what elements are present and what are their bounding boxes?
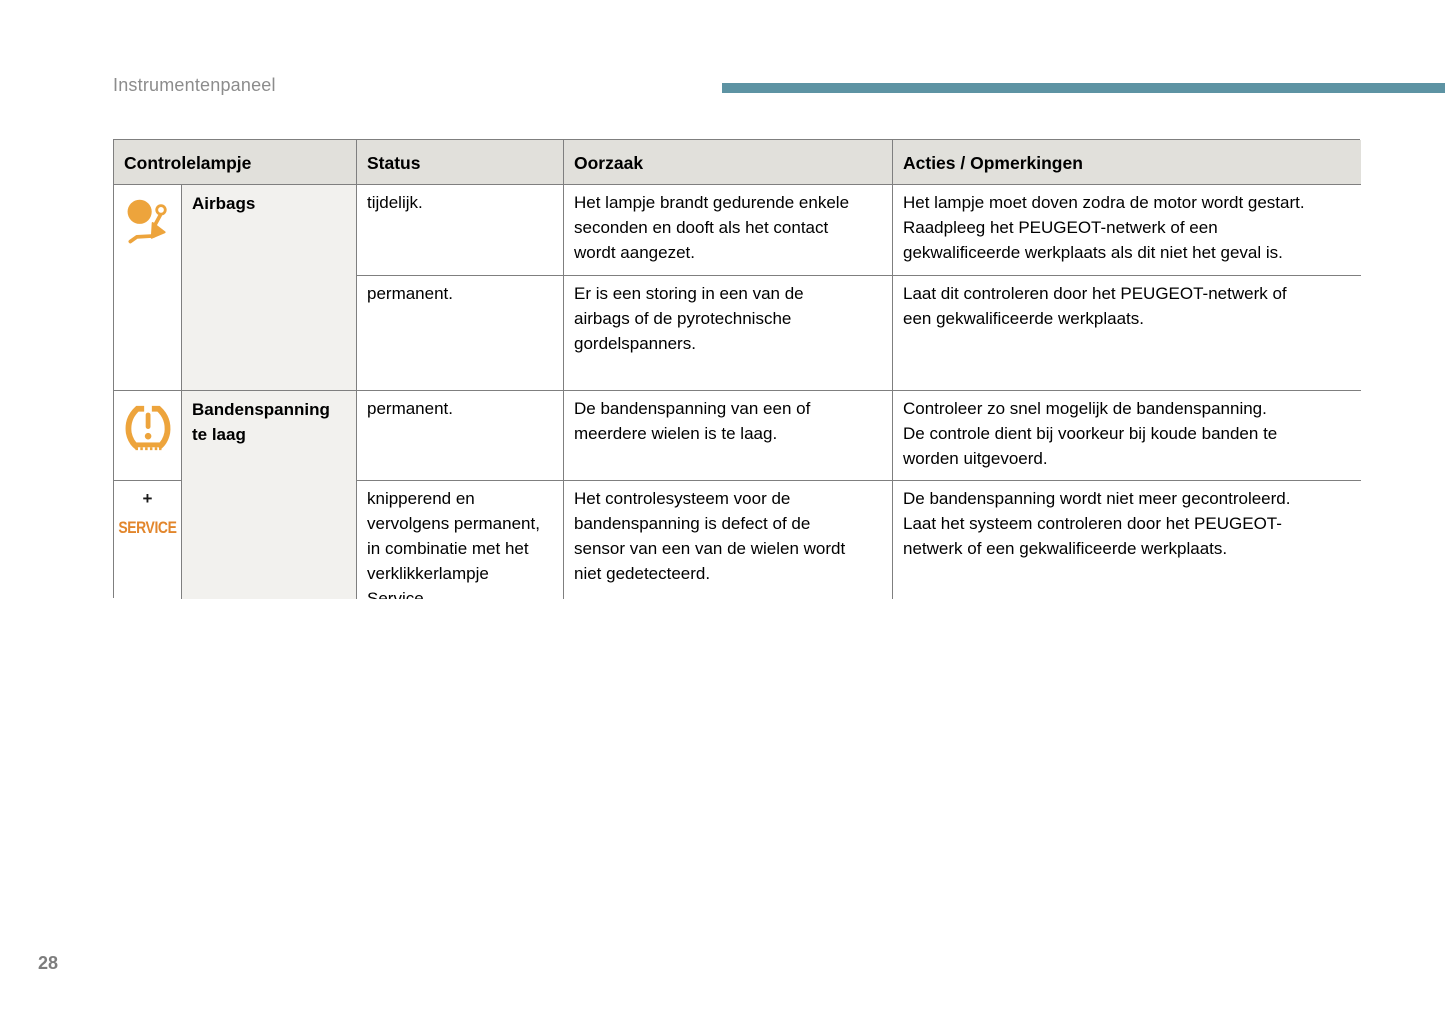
- service-warning-icon: SERVICE: [118, 518, 177, 537]
- action-airbags-temporary: Het lampje moet doven zodra de motor wor…: [893, 185, 1361, 276]
- warning-name-tyre-pressure: Bandenspanning te laag: [182, 391, 357, 599]
- status-airbags-permanent: permanent.: [357, 276, 564, 391]
- cause-tyre-permanent: De bandenspanning van een of meerdere wi…: [564, 391, 893, 481]
- column-header-controlelampje: Controlelampje: [114, 140, 357, 185]
- tyre-pressure-icon-cell: [114, 391, 182, 481]
- column-header-oorzaak: Oorzaak: [564, 140, 893, 185]
- airbag-warning-icon: [127, 199, 167, 244]
- action-tyre-permanent: Controleer zo snel mogelijk de bandenspa…: [893, 391, 1361, 481]
- column-header-status: Status: [357, 140, 564, 185]
- header-accent-bar: [722, 83, 1445, 93]
- status-tyre-permanent: permanent.: [357, 391, 564, 481]
- page-title: Instrumentenpaneel: [113, 75, 276, 95]
- cause-airbags-temporary: Het lampje brandt gedurende enkele secon…: [564, 185, 893, 276]
- warning-lights-table: Controlelampje Status Oorzaak Acties / O…: [113, 139, 1361, 599]
- cause-airbags-permanent: Er is een storing in een van de airbags …: [564, 276, 893, 391]
- status-airbags-temporary: tijdelijk.: [357, 185, 564, 276]
- service-icon-cell: + SERVICE: [114, 481, 182, 599]
- tyre-pressure-warning-icon: [125, 405, 170, 451]
- column-header-acties: Acties / Opmerkingen: [893, 140, 1361, 185]
- plus-sign: +: [142, 489, 153, 508]
- cause-tyre-blinking: Het controlesysteem voor de bandenspanni…: [564, 481, 893, 599]
- action-airbags-permanent: Laat dit controleren door het PEUGEOT-ne…: [893, 276, 1361, 391]
- page-number: 28: [38, 953, 59, 973]
- status-tyre-blinking: knipperend en vervolgens permanent, in c…: [357, 481, 564, 599]
- warning-name-airbags: Airbags: [182, 185, 357, 391]
- airbag-icon-cell: [114, 185, 182, 391]
- action-tyre-blinking: De bandenspanning wordt niet meer gecont…: [893, 481, 1361, 599]
